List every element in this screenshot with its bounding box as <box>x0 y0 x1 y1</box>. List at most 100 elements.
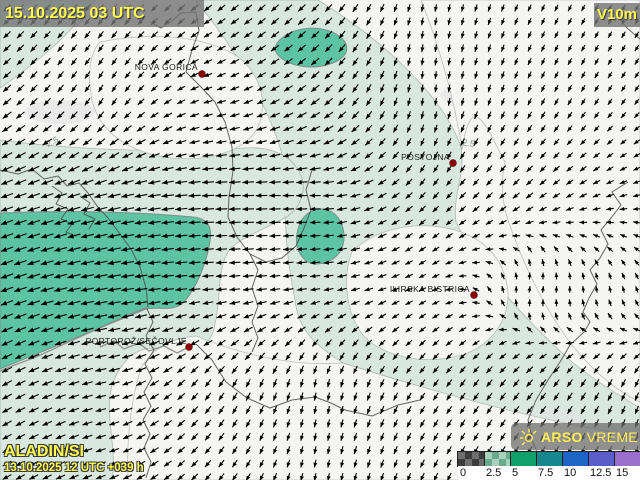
wind-arrow-head <box>124 33 130 39</box>
wind-arrow-head <box>300 475 304 480</box>
wind-arrow-head <box>67 300 74 306</box>
wind-arrow-head <box>148 260 155 266</box>
wind-arrow-head <box>68 367 75 373</box>
wind-arrow-head <box>352 19 358 26</box>
wind-arrow-head <box>434 33 438 39</box>
wind-arrow-head <box>201 193 208 198</box>
wind-arrow-head <box>526 354 532 359</box>
wind-arrow-head <box>474 46 479 52</box>
wind-arrow-head <box>634 368 639 374</box>
wind-arrow-head <box>148 233 155 239</box>
wind-arrow-head <box>270 73 277 78</box>
wind-arrow-head <box>501 299 505 305</box>
wind-arrow-head <box>81 193 88 199</box>
wind-arrow-head <box>380 100 385 106</box>
wind-arrow-head <box>134 273 141 279</box>
wind-arrow-head <box>460 395 465 401</box>
wind-arrow-head <box>446 381 452 387</box>
wind-arrow-head <box>325 19 331 26</box>
wind-arrow-head <box>473 180 478 186</box>
wind-arrow-head <box>323 273 330 279</box>
wind-arrow-head <box>323 206 329 212</box>
wind-arrow-head <box>501 113 505 119</box>
wind-arrow-head <box>500 421 505 428</box>
wind-arrow-head <box>151 73 157 78</box>
brand-box: ARSO VREME <box>511 423 640 450</box>
wind-arrow-head <box>380 20 385 26</box>
wind-arrow-head <box>97 126 103 133</box>
model-name: ALADIN/SI <box>4 443 84 460</box>
wind-arrow-head <box>486 368 492 374</box>
wind-arrow-head <box>552 220 558 225</box>
wind-arrow-head <box>513 153 519 159</box>
wind-arrow-head <box>0 220 8 225</box>
wind-arrow-head <box>148 193 155 199</box>
wind-arrow-head <box>432 247 438 252</box>
wind-arrow-head <box>204 6 210 12</box>
wind-arrow-head <box>259 435 264 441</box>
wind-arrow-head <box>553 180 559 185</box>
wind-arrow-head <box>526 381 532 387</box>
wind-arrow-head <box>338 60 344 66</box>
wind-arrow-head <box>474 60 479 66</box>
wind-arrow-head <box>30 46 36 52</box>
wind-arrow-head <box>486 167 492 173</box>
wind-arrow-head <box>393 113 398 120</box>
wind-arrow-head <box>42 140 49 146</box>
wind-arrow-head <box>393 87 398 93</box>
wind-arrow-head <box>175 260 182 265</box>
wind-arrow-head <box>634 126 639 132</box>
wind-arrow-head <box>256 166 262 172</box>
wind-arrow-head <box>434 113 438 120</box>
wind-arrow-head <box>67 206 75 212</box>
wind-arrow-head <box>393 20 398 26</box>
wind-arrow-head <box>406 381 412 387</box>
wind-arrow-head <box>285 341 291 347</box>
wind-arrow-head <box>286 395 291 401</box>
wind-arrow-head <box>380 395 385 401</box>
wind-arrow-head <box>419 341 425 346</box>
wind-arrow-head <box>554 272 559 278</box>
wind-arrow-head <box>229 126 236 131</box>
wind-arrow-head <box>433 60 438 66</box>
wind-arrow-head <box>338 100 344 106</box>
wind-arrow-head <box>41 327 48 333</box>
wind-arrow-head <box>501 6 505 12</box>
wind-arrow-head <box>528 33 532 39</box>
wind-arrow-head <box>175 193 181 199</box>
wind-arrow-head <box>188 179 195 185</box>
wind-arrow-head <box>136 407 143 413</box>
wind-arrow-head <box>446 180 452 186</box>
wind-arrow-head <box>121 246 128 252</box>
wind-arrow-head <box>539 206 545 211</box>
wind-arrow-head <box>242 153 249 158</box>
sun-icon <box>520 428 537 445</box>
wind-arrow-head <box>447 87 452 93</box>
wind-arrow-head <box>28 354 35 359</box>
legend-segment <box>562 452 588 466</box>
wind-arrow-head <box>487 19 492 25</box>
wind-arrow-head <box>15 461 22 466</box>
wind-arrow-head <box>107 260 114 266</box>
wind-arrow-head <box>123 126 130 132</box>
wind-arrow-head <box>15 140 22 145</box>
wind-arrow-head <box>473 395 478 401</box>
wind-arrow-head <box>27 287 34 292</box>
wind-arrow-head <box>607 139 612 145</box>
wind-arrow-head <box>190 46 197 51</box>
wind-arrow-head <box>137 59 143 65</box>
wind-arrow-head <box>460 408 465 414</box>
wind-arrow-head <box>215 206 222 212</box>
wind-arrow-head <box>122 421 129 426</box>
wind-arrow-head <box>433 167 438 173</box>
wind-arrow-head <box>217 86 223 91</box>
wind-arrow-head <box>15 421 22 426</box>
wind-arrow-head <box>313 368 318 374</box>
wind-arrow-head <box>175 233 182 239</box>
wind-arrow-head <box>500 140 505 146</box>
wind-arrow-head <box>243 314 250 319</box>
wind-arrow-head <box>313 422 318 428</box>
wind-arrow-head <box>340 368 345 374</box>
wind-arrow-head <box>29 140 35 146</box>
wind-arrow-head <box>188 166 195 172</box>
